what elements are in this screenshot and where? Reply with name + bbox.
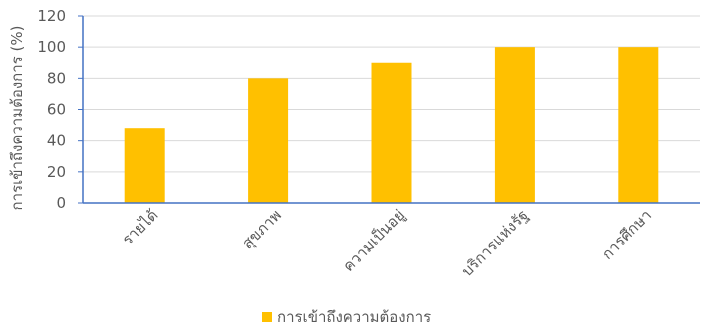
legend-swatch bbox=[262, 312, 272, 322]
y-tick-label: 100 bbox=[37, 38, 66, 56]
y-tick-label: 0 bbox=[56, 194, 66, 212]
bar bbox=[371, 62, 412, 203]
x-tick-label: รายได้ bbox=[119, 206, 162, 249]
bar bbox=[248, 78, 289, 203]
y-tick-label: 40 bbox=[47, 132, 66, 150]
bar bbox=[618, 47, 659, 203]
x-tick-label: สุขภาพ bbox=[239, 206, 286, 253]
y-tick-label: 60 bbox=[47, 101, 66, 119]
bars bbox=[124, 47, 659, 203]
legend-label: การเข้าถึงความต้องการ bbox=[277, 308, 431, 326]
bar bbox=[494, 47, 535, 203]
y-tick-label: 120 bbox=[37, 7, 66, 25]
x-tick-labels: รายได้ สุขภาพ ความเป็นอยู่ บริการแห่งรัฐ การ… bbox=[119, 205, 655, 280]
x-tick-label: การศึกษา bbox=[598, 206, 655, 263]
axes bbox=[78, 15, 700, 204]
y-axis-label: การเข้าถึงความต้องการ (%) bbox=[8, 26, 26, 211]
x-tick-label: บริการแห่งรัฐ bbox=[458, 206, 532, 280]
x-tick-label: ความเป็นอยู่ bbox=[339, 205, 409, 275]
y-tick-label: 20 bbox=[47, 163, 66, 181]
legend: การเข้าถึงความต้องการ bbox=[262, 308, 431, 326]
y-tick-label: 80 bbox=[47, 69, 66, 87]
bar bbox=[124, 128, 165, 203]
y-tick-labels: 0 20 40 60 80 100 120 bbox=[37, 7, 66, 212]
